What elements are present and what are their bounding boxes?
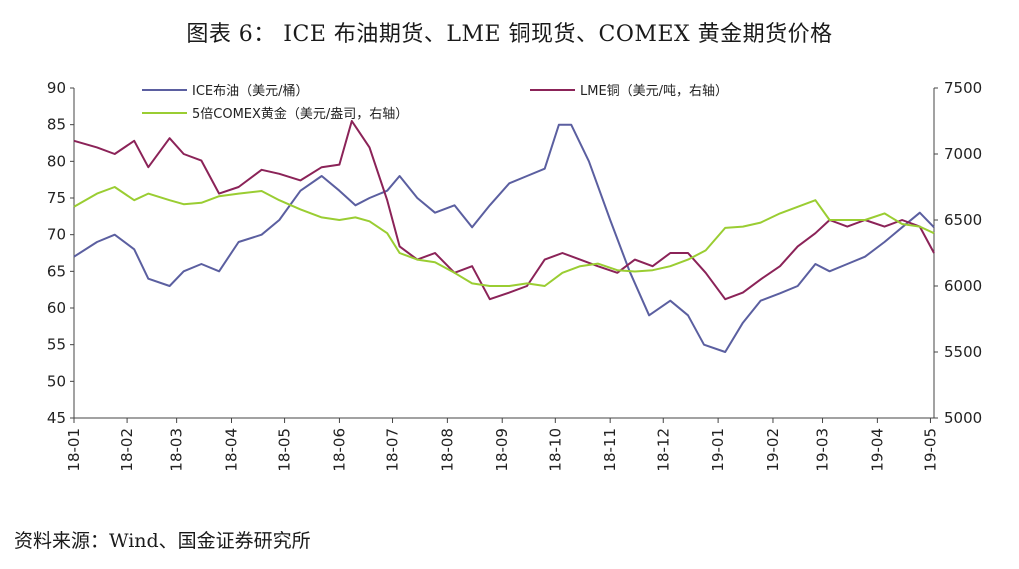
left-tick-label: 50 — [47, 372, 66, 390]
x-tick-label: 19-01 — [709, 428, 727, 472]
source-note: 资料来源：Wind、国金证券研究所 — [14, 530, 311, 552]
chart-legend: ICE布油（美元/桶） LME铜（美元/吨，右轴） 5倍COMEX黄金（美元/盎司，… — [142, 84, 728, 122]
x-tick-label: 18-07 — [384, 428, 402, 472]
x-tick-label: 19-04 — [868, 428, 886, 472]
x-tick-label: 18-03 — [168, 428, 186, 472]
right-tick-label: 6500 — [944, 211, 982, 229]
chart-title: 图表 6： ICE 布油期货、LME 铜现货、COMEX 黄金期货价格 — [186, 22, 833, 47]
series-line-0 — [73, 123, 935, 353]
right-tick-label: 7000 — [944, 145, 982, 163]
x-tick-label: 18-08 — [438, 428, 456, 472]
x-tick-label: 18-09 — [493, 428, 511, 472]
left-tick-label: 85 — [47, 116, 66, 134]
series-line-1 — [73, 120, 935, 301]
left-tick-label: 55 — [47, 336, 66, 354]
left-tick-label: 65 — [47, 262, 66, 280]
chart-series — [73, 120, 935, 353]
legend-label-1: LME铜（美元/吨，右轴） — [580, 84, 728, 99]
left-tick-label: 75 — [47, 189, 66, 207]
left-tick-label: 45 — [47, 409, 66, 427]
series-line-2 — [73, 186, 935, 287]
left-tick-label: 70 — [47, 226, 66, 244]
x-tick-label: 19-02 — [764, 428, 782, 472]
x-tick-label: 19-03 — [814, 428, 832, 472]
x-tick-label: 19-05 — [921, 428, 939, 472]
legend-label-2: 5倍COMEX黄金（美元/盎司，右轴） — [192, 106, 408, 122]
x-tick-label: 18-10 — [546, 428, 564, 472]
x-tick-label: 18-06 — [330, 428, 348, 472]
left-tick-label: 90 — [47, 79, 66, 97]
legend-label-0: ICE布油（美元/桶） — [192, 84, 309, 99]
x-tick-label: 18-04 — [222, 428, 240, 472]
left-tick-label: 80 — [47, 152, 66, 170]
right-tick-label: 5000 — [944, 409, 982, 427]
x-tick-label: 18-05 — [276, 428, 294, 472]
chart-axes: 45 50 55 60 65 70 75 80 85 90 5000 5500 6000 6500 7000… — [47, 79, 982, 472]
x-tick-label: 18-12 — [654, 428, 672, 472]
right-tick-label: 7500 — [944, 79, 982, 97]
right-tick-label: 5500 — [944, 343, 982, 361]
x-tick-label: 18-02 — [118, 428, 136, 472]
right-tick-label: 6000 — [944, 277, 982, 295]
left-tick-label: 60 — [47, 299, 66, 317]
x-tick-label: 18-11 — [601, 428, 619, 472]
x-tick-label: 18-01 — [65, 428, 83, 472]
